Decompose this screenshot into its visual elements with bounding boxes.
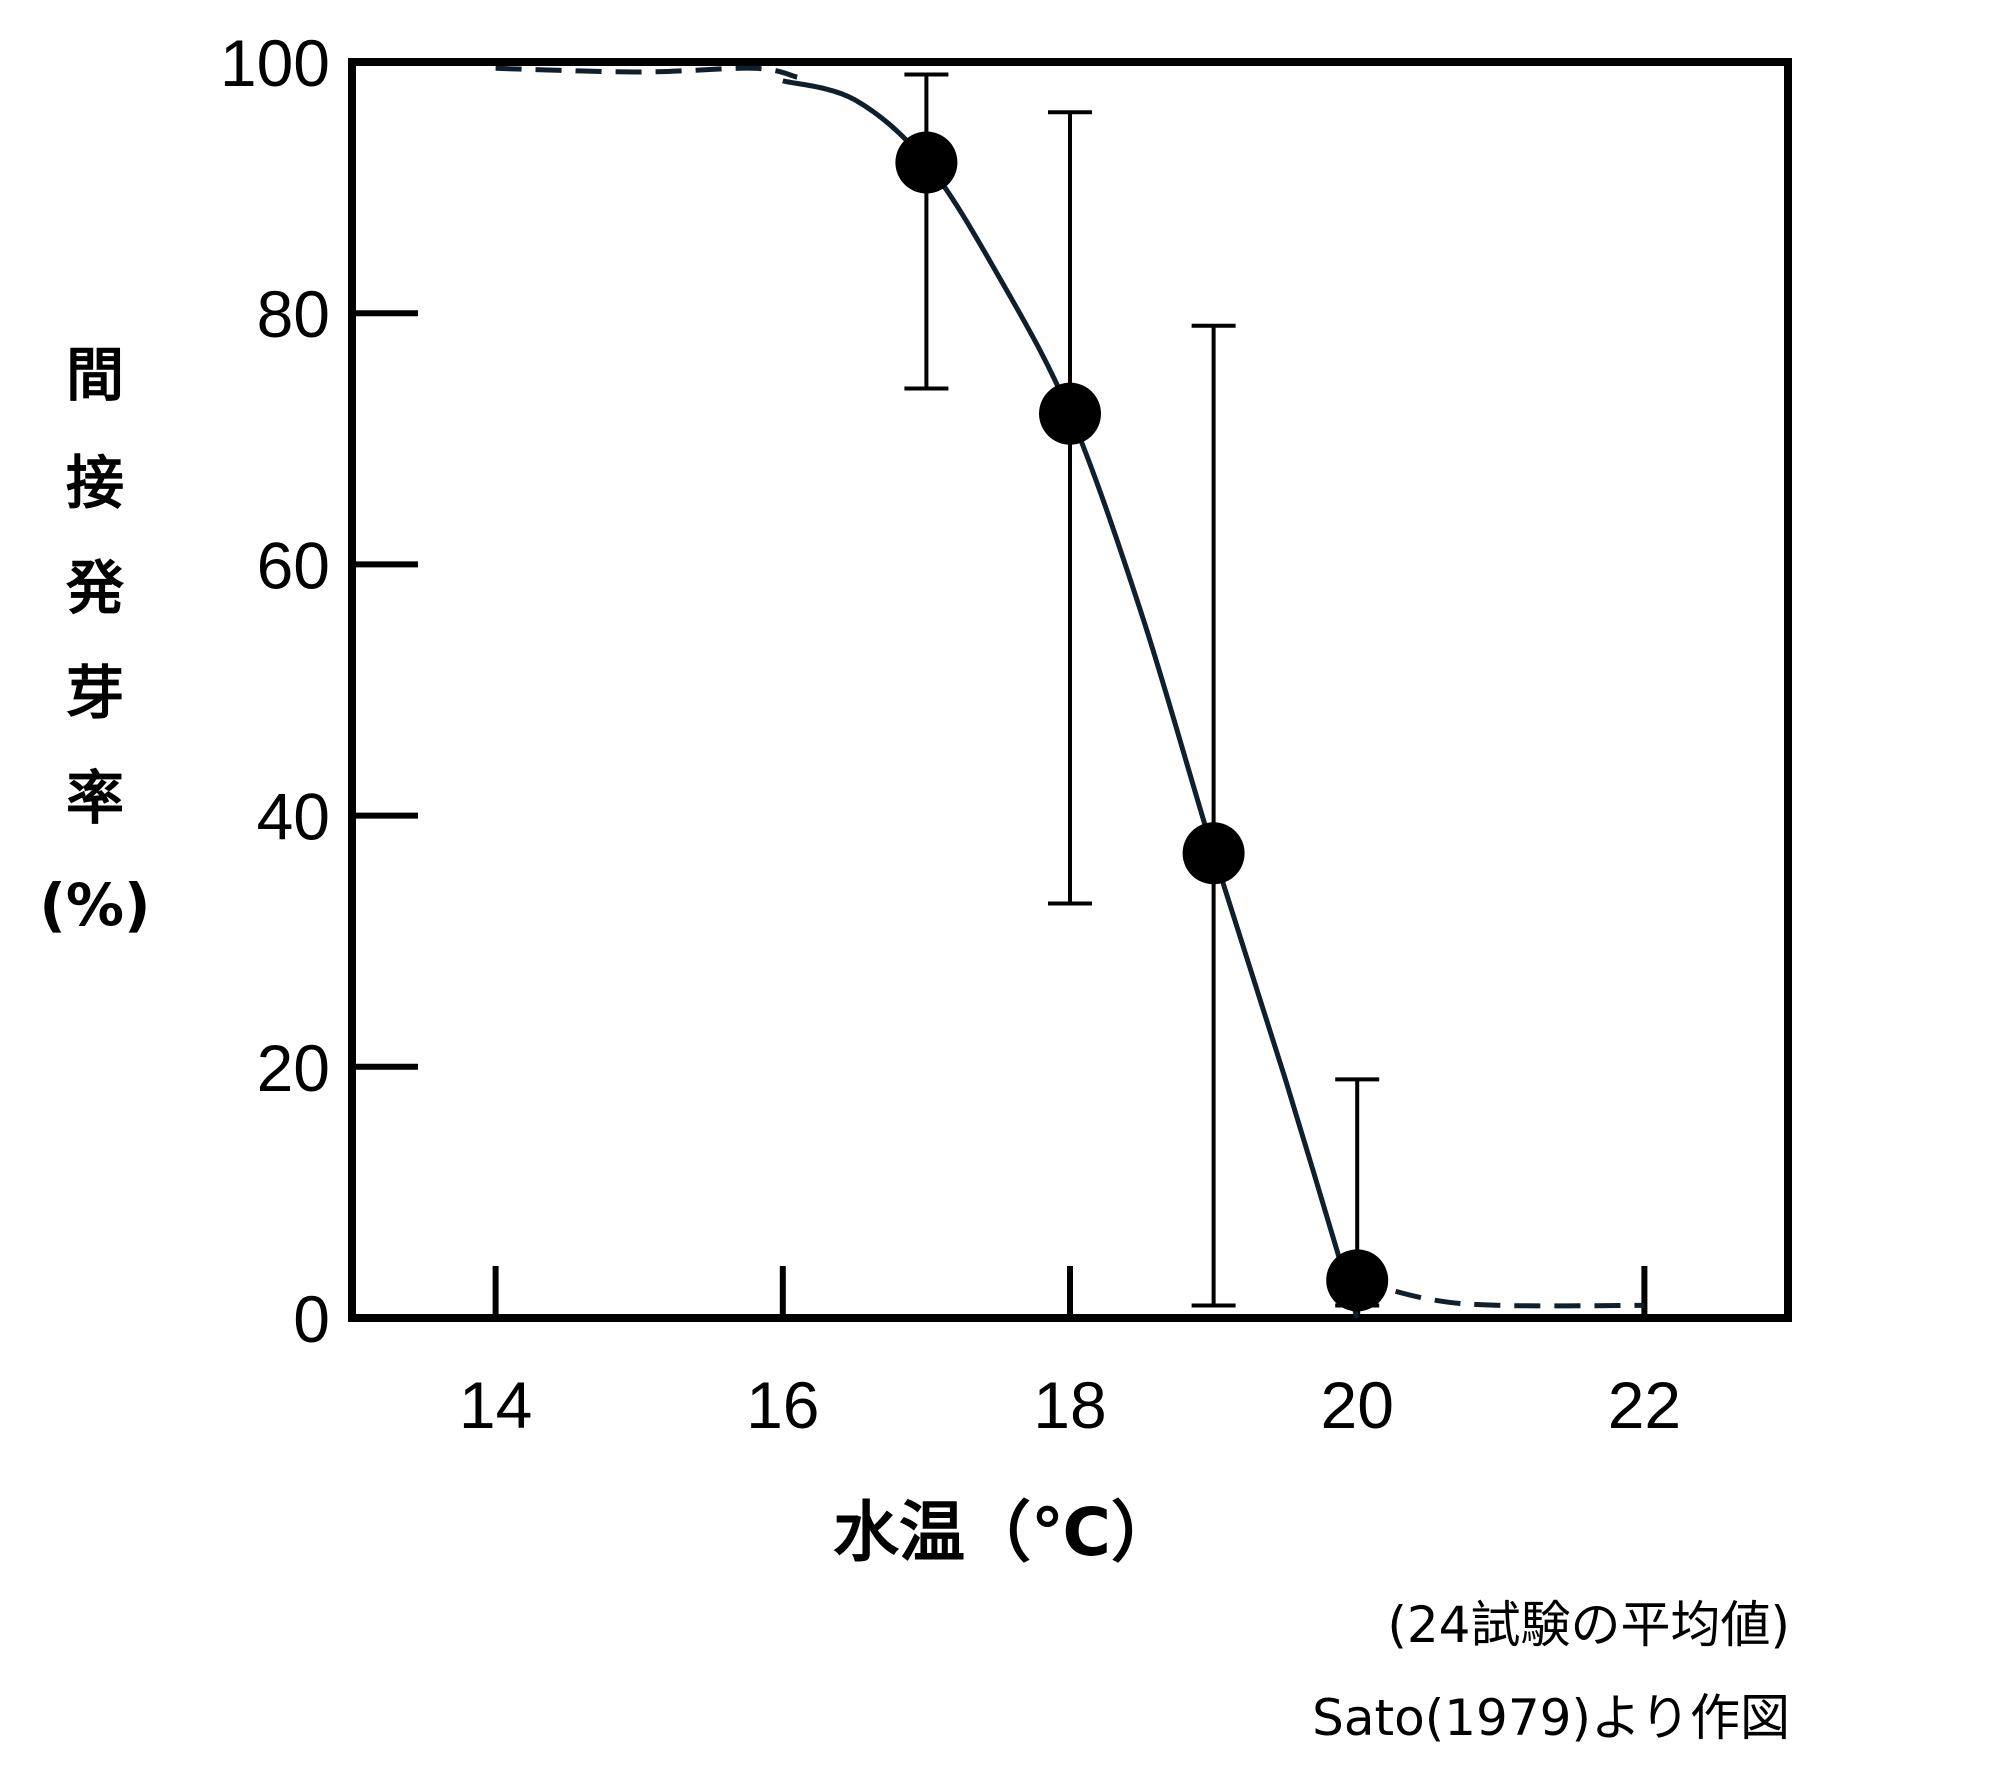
- data-point: [1326, 1249, 1389, 1312]
- y-ticks: 0 20 40 60 80 100: [220, 26, 418, 1356]
- y-tick-label: 80: [257, 277, 330, 351]
- y-axis-label-char: 率: [66, 764, 124, 832]
- y-axis-label-char: 接: [66, 449, 124, 517]
- y-axis-label-char: (%): [39, 871, 150, 939]
- x-tick-label: 14: [459, 1368, 532, 1442]
- x-tick-label: 22: [1608, 1368, 1681, 1442]
- y-axis-label-char: 間: [66, 341, 124, 409]
- error-bars: [904, 72, 1380, 1308]
- data-point: [1182, 822, 1245, 885]
- y-axis-label-char: 発: [66, 554, 125, 622]
- y-tick-label: 20: [257, 1031, 330, 1105]
- x-tick-label: 16: [746, 1368, 819, 1442]
- fit-curve-dashed-right: [1356, 1277, 1645, 1309]
- y-tick-label: 0: [293, 1282, 330, 1356]
- x-ticks: 14 16 18 20 22: [459, 1266, 1681, 1442]
- y-axis-label-char: 芽: [66, 659, 124, 727]
- data-point: [1039, 382, 1101, 445]
- fit-curve-dashed-left: [495, 65, 798, 80]
- x-tick-label: 20: [1320, 1368, 1393, 1442]
- y-tick-label: 100: [220, 26, 330, 100]
- x-tick-label: 18: [1033, 1368, 1106, 1442]
- note-source: Sato(1979)より作図: [1312, 1689, 1790, 1747]
- note-average: (24試験の平均値): [1387, 1596, 1790, 1654]
- x-axis-label: 水温（℃）: [833, 1494, 1177, 1571]
- y-tick-label: 40: [257, 780, 330, 854]
- data-point: [895, 131, 958, 194]
- data-points: [895, 131, 1389, 1312]
- y-tick-label: 60: [257, 528, 330, 602]
